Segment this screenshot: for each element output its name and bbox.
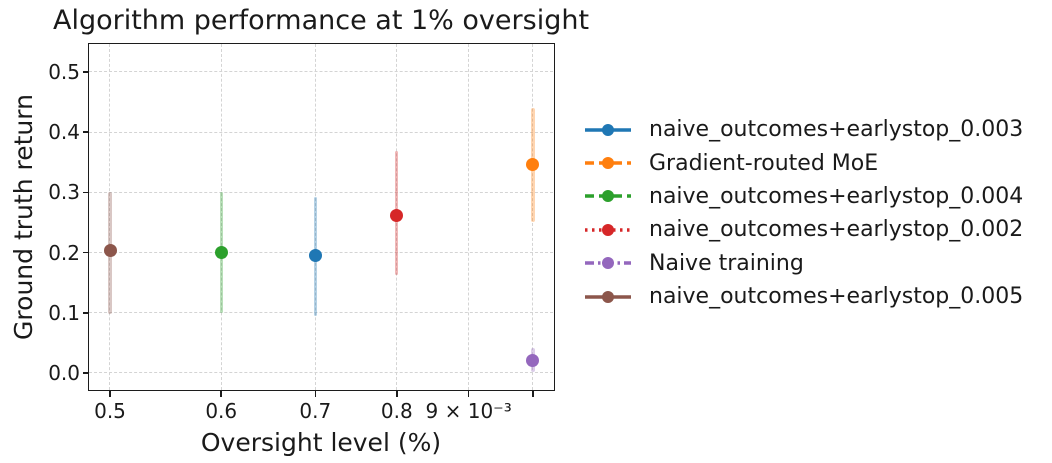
x-tick-label: 0.6: [205, 399, 238, 423]
x-tick-label: 9 × 10⁻³: [425, 399, 512, 423]
legend-label: Naive training: [649, 250, 804, 276]
chart-title: Algorithm performance at 1% oversight: [52, 5, 590, 36]
data-point: [390, 208, 404, 222]
legend-item: naive_outcomes+earlystop_0.002: [584, 213, 1023, 246]
y-tick-label: 0.0: [48, 361, 80, 385]
legend-line-icon: [585, 190, 631, 203]
legend-label: naive_outcomes+earlystop_0.002: [649, 217, 1024, 243]
data-point: [103, 244, 117, 258]
y-axis-label: Ground truth return: [9, 94, 38, 340]
y-tick-mark: [82, 251, 89, 254]
y-tick-mark: [82, 131, 89, 133]
legend-item: Naive training: [584, 247, 1023, 280]
plot-area: [88, 43, 555, 391]
gridline-horizontal: [89, 372, 553, 374]
x-tick-label: 0.5: [94, 399, 126, 423]
y-tick-mark: [82, 372, 89, 374]
y-tick-label: 0.3: [48, 180, 80, 205]
x-axis-label: Oversight level (%): [200, 428, 442, 457]
x-tick-label: 0.7: [299, 399, 332, 423]
legend-label: Gradient-routed MoE: [649, 150, 879, 176]
gridline-horizontal: [89, 71, 553, 73]
gridline-vertical: [532, 44, 534, 390]
gridline-horizontal: [89, 131, 553, 133]
x-tick-mark: [220, 390, 223, 397]
x-tick-mark: [314, 390, 317, 397]
y-tick-mark: [82, 191, 89, 194]
data-point: [214, 246, 228, 260]
legend-item: naive_outcomes+earlystop_0.003: [584, 113, 1023, 146]
legend-item: naive_outcomes+earlystop_0.004: [584, 180, 1023, 213]
legend-label: naive_outcomes+earlystop_0.004: [649, 183, 1024, 209]
legend: naive_outcomes+earlystop_0.003 Gradient-r…: [584, 113, 1023, 313]
legend-item: Gradient-routed MoE: [584, 146, 1023, 179]
legend-line-icon: [585, 290, 631, 303]
data-point: [526, 157, 540, 171]
gridline-vertical: [314, 44, 316, 390]
gridline-horizontal: [89, 191, 553, 193]
data-point: [526, 354, 540, 368]
gridline-vertical: [220, 44, 222, 390]
x-tick-mark: [467, 390, 470, 397]
y-tick-mark: [82, 71, 89, 73]
x-tick-label: 0.8: [380, 399, 413, 423]
x-tick-mark: [395, 390, 398, 397]
legend-label: naive_outcomes+earlystop_0.005: [649, 284, 1024, 310]
x-tick-mark: [532, 390, 534, 397]
x-tick-mark: [109, 390, 111, 397]
legend-line-icon: [585, 123, 631, 136]
legend-line-icon: [585, 157, 631, 170]
y-tick-label: 0.2: [48, 240, 80, 265]
y-tick-label: 0.1: [48, 300, 80, 325]
y-tick-mark: [82, 312, 89, 314]
legend-label: naive_outcomes+earlystop_0.003: [649, 117, 1024, 143]
legend-line-icon: [585, 223, 631, 236]
data-point: [308, 249, 322, 263]
legend-item: naive_outcomes+earlystop_0.005: [584, 280, 1023, 313]
legend-line-icon: [585, 257, 631, 270]
gridline-vertical: [109, 44, 111, 390]
gridline-vertical: [468, 44, 470, 390]
y-tick-label: 0.4: [48, 120, 80, 145]
y-tick-label: 0.5: [48, 60, 80, 84]
gridline-horizontal: [89, 312, 553, 314]
